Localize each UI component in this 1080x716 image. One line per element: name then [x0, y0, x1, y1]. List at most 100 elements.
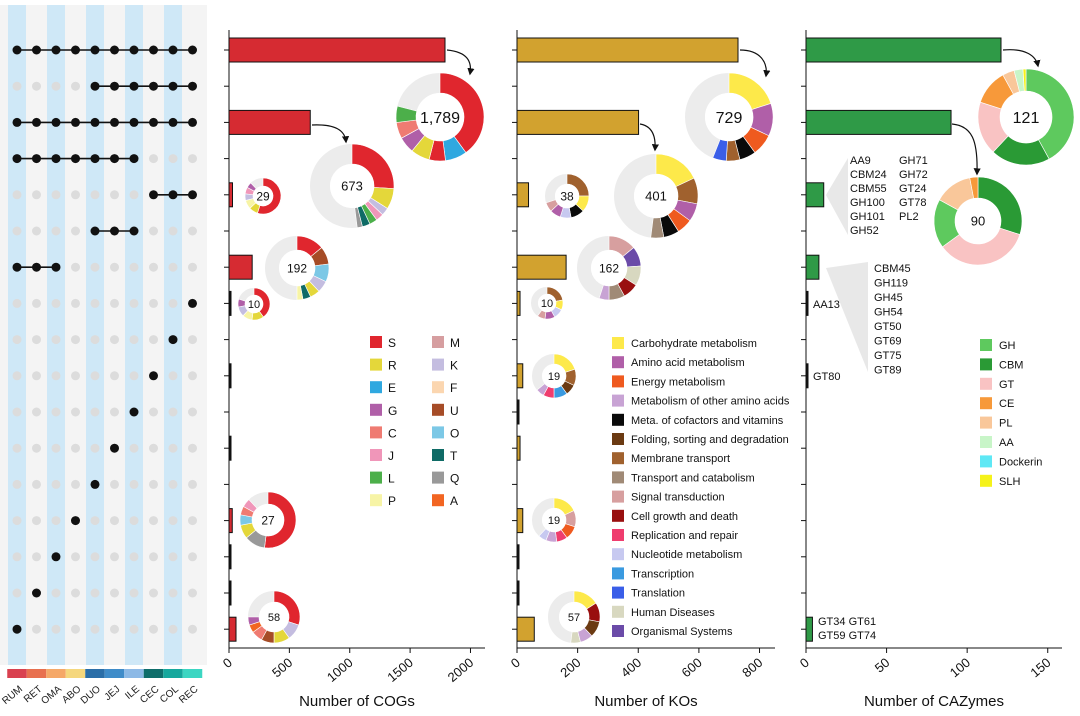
ko-legend-swatch — [612, 529, 624, 541]
set-dot-empty — [149, 298, 158, 308]
donut-hole — [259, 602, 289, 632]
caz-annotation-text: CBM24 — [850, 169, 887, 181]
bar — [516, 435, 521, 461]
set-dot-empty — [51, 81, 61, 91]
set-dot-empty — [168, 552, 178, 562]
caz-annotation-text: GH45 — [874, 292, 903, 304]
caz-legend-label: CBM — [999, 359, 1023, 371]
cog-legend-label: M — [450, 336, 460, 350]
caz-donut-121: 121 — [977, 68, 1075, 166]
caz-legend-swatch — [980, 397, 992, 410]
bar — [228, 182, 234, 208]
x-tick-label: 200 — [557, 655, 583, 680]
caz-legend-swatch — [980, 474, 992, 487]
bar — [228, 290, 232, 316]
set-dot-filled — [168, 117, 178, 127]
set-dot-empty — [168, 154, 178, 164]
donut-total-label: 90 — [971, 214, 985, 229]
ko-legend-label: Folding, sorting and degradation — [631, 434, 789, 446]
set-label: CEC — [138, 684, 161, 706]
set-dot-empty — [149, 588, 158, 598]
set-dot-empty — [71, 81, 80, 91]
set-dot-empty — [149, 479, 158, 489]
x-tick-label: 500 — [269, 655, 295, 680]
set-dot-filled — [71, 117, 80, 127]
cog-legend-label: G — [388, 404, 397, 418]
ko-donut-38: 38 — [545, 173, 590, 219]
set-dot-filled — [129, 226, 139, 236]
ko-legend-label: Amino acid metabolism — [631, 357, 745, 369]
cog-legend-swatch — [370, 471, 382, 484]
set-dot-empty — [110, 371, 119, 381]
set-dot-empty — [168, 262, 178, 272]
set-label: OMA — [39, 684, 64, 707]
caz-legend-label: Dockerin — [999, 456, 1042, 468]
set-dot-empty — [188, 552, 197, 562]
set-dot-empty — [51, 190, 61, 200]
ko-donut-401: 401 — [614, 153, 699, 239]
bar — [516, 290, 521, 316]
caz-arrow-2 — [951, 123, 981, 176]
donut-total-label: 19 — [548, 371, 560, 383]
donut-hole — [542, 364, 566, 388]
set-dot-empty — [51, 335, 61, 345]
set-color-swatch — [65, 669, 86, 678]
set-dot-empty — [129, 371, 139, 381]
ko-legend-swatch — [612, 605, 624, 618]
set-dot-empty — [129, 552, 139, 562]
set-dot-filled — [129, 81, 139, 91]
caz-annotation-text: GH100 — [850, 197, 885, 209]
set-dot-empty — [32, 443, 41, 453]
donut-total-label: 10 — [248, 299, 260, 311]
donut-hole — [591, 250, 627, 286]
set-dot-filled — [71, 154, 80, 164]
x-tick-label: 0 — [220, 655, 235, 671]
bar — [805, 254, 820, 280]
set-dot-empty — [71, 624, 80, 634]
set-label: RUM — [0, 684, 25, 707]
caz-annotation-text: GT34 GT61 — [818, 616, 876, 628]
donut-hole — [1000, 91, 1052, 143]
set-dot-empty — [90, 407, 100, 417]
x-axis-label: Number of COGs — [299, 693, 415, 710]
set-column-band — [164, 5, 182, 665]
cog-legend-swatch — [432, 358, 444, 371]
caz-annotation-text: GT24 — [899, 183, 927, 195]
set-dot-empty — [149, 335, 158, 345]
set-dot-empty — [32, 81, 41, 91]
donut-total-label: 29 — [256, 189, 270, 203]
ko-legend-label: Carbohydrate metabolism — [631, 338, 757, 350]
set-dot-empty — [71, 335, 80, 345]
set-color-swatch — [182, 669, 203, 678]
caz-legend-label: AA — [999, 437, 1014, 449]
bar — [516, 254, 567, 280]
set-dot-empty — [188, 226, 197, 236]
set-dot-empty — [12, 81, 22, 91]
ko-legend-swatch — [612, 625, 624, 637]
ko-legend-label: Energy metabolism — [631, 376, 725, 388]
set-dot-filled — [32, 262, 41, 272]
set-dot-empty — [110, 479, 119, 489]
ko-legend-label: Metabolism of other amino acids — [631, 396, 790, 408]
set-color-swatch — [104, 669, 125, 678]
set-dot-empty — [188, 371, 197, 381]
set-dot-empty — [32, 335, 41, 345]
set-dot-filled — [129, 407, 139, 417]
caz-annotation-text: GH72 — [899, 169, 928, 181]
donut-total-label: 401 — [645, 189, 667, 204]
caz-annotation-text: GT59 GT74 — [818, 630, 876, 642]
x-tick-label: 50 — [872, 655, 893, 676]
set-dot-filled — [32, 588, 41, 598]
set-dot-filled — [51, 552, 61, 562]
cog-donut-29: 29 — [244, 177, 282, 215]
caz-annotation-text: GT50 — [874, 321, 902, 333]
set-dot-empty — [129, 588, 139, 598]
set-dot-empty — [110, 298, 119, 308]
set-dot-filled — [188, 298, 197, 308]
cog-arrow-2 — [311, 124, 350, 144]
donut-total-label: 121 — [1013, 110, 1040, 127]
donut-total-label: 673 — [341, 179, 363, 194]
set-dot-empty — [12, 443, 22, 453]
cog-legend-swatch — [432, 403, 444, 416]
caz-legend-swatch — [980, 455, 992, 468]
